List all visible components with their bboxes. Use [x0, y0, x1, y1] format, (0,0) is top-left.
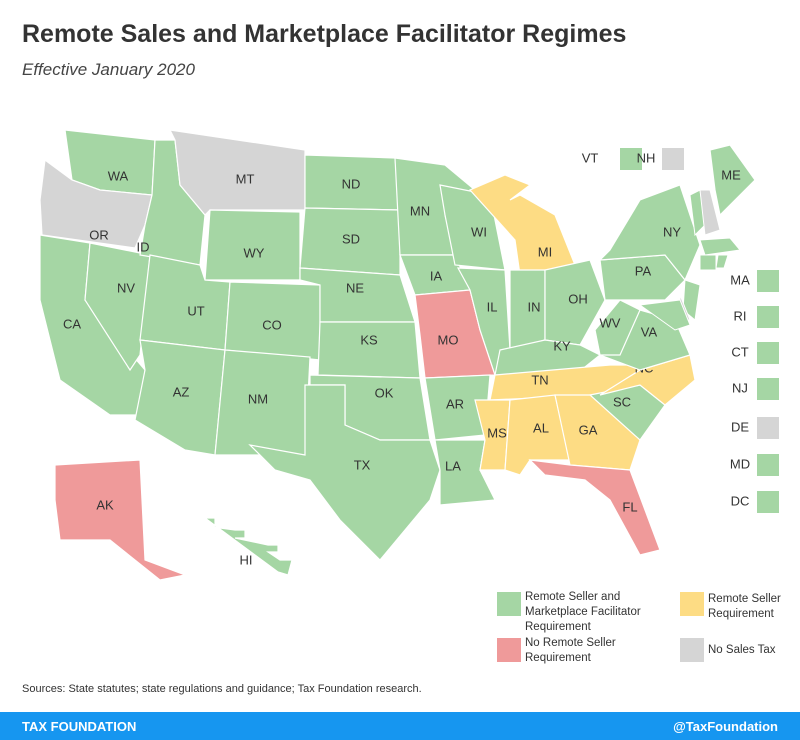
state	[544, 259, 606, 346]
state-label: WV	[600, 315, 621, 330]
state-label: AK	[96, 497, 114, 512]
state	[248, 384, 441, 561]
state-label: NY	[663, 224, 681, 239]
state-swatch	[757, 306, 779, 328]
state-label: MS	[487, 425, 507, 440]
state-swatch	[757, 342, 779, 364]
state-label: MI	[538, 244, 552, 259]
state-label: ME	[721, 167, 741, 182]
state-label: CO	[262, 317, 282, 332]
state-label: ID	[137, 239, 150, 254]
state-swatch	[757, 417, 779, 439]
state	[474, 399, 511, 471]
state	[528, 459, 661, 556]
state-label: HI	[240, 552, 253, 567]
state-label: OR	[89, 227, 109, 242]
state-label: WA	[108, 168, 129, 183]
legend-label: No Remote Seller Requirement	[525, 637, 616, 664]
state-swatch	[757, 491, 779, 513]
state-label: NE	[346, 280, 364, 295]
state-label: WI	[471, 224, 487, 239]
legend-label: Remote Seller and Marketplace Facilitato…	[525, 591, 641, 633]
state-label: ND	[342, 176, 361, 191]
state-label: MT	[236, 171, 255, 186]
state-label: IN	[528, 299, 541, 314]
legend-label: No Sales Tax	[708, 644, 776, 656]
state	[709, 144, 756, 217]
state-label: CT	[731, 344, 748, 359]
subtitle: Effective January 2020	[22, 60, 195, 79]
state	[598, 184, 701, 282]
state-label: AZ	[173, 384, 190, 399]
state	[715, 254, 729, 269]
legend-swatch	[497, 592, 521, 616]
state-label: DC	[731, 493, 750, 508]
legend-label: Remote Seller Requirement	[708, 593, 781, 620]
state-label: SC	[613, 394, 631, 409]
state-label: NJ	[732, 380, 748, 395]
footer-left: TAX FOUNDATION	[22, 719, 137, 734]
state-label: CA	[63, 316, 81, 331]
state-label: WY	[244, 245, 265, 260]
state-label: NH	[637, 150, 656, 165]
state-label: IA	[430, 268, 443, 283]
state-swatch	[757, 454, 779, 476]
state-label: FL	[622, 499, 637, 514]
state	[54, 459, 188, 581]
state	[699, 189, 721, 236]
legend-swatch	[680, 592, 704, 616]
legend-swatch	[680, 638, 704, 662]
state	[638, 299, 691, 331]
state-label: RI	[734, 308, 747, 323]
state-label: NV	[117, 280, 135, 295]
state-label: OH	[568, 291, 588, 306]
state-label: DE	[731, 419, 749, 434]
footer-right: @TaxFoundation	[673, 719, 778, 734]
footer-bar: TAX FOUNDATION @TaxFoundation	[0, 712, 800, 740]
state-label: SD	[342, 231, 360, 246]
state-label: MA	[730, 272, 750, 287]
state-label: VA	[641, 324, 658, 339]
state	[699, 254, 717, 271]
state-swatch	[757, 378, 779, 400]
state	[468, 174, 576, 276]
state	[699, 237, 741, 256]
state-label: MN	[410, 203, 430, 218]
state	[203, 517, 293, 576]
state	[317, 321, 421, 379]
state-label: TN	[531, 372, 548, 387]
state-label: OK	[375, 385, 394, 400]
state-label: NM	[248, 391, 268, 406]
state-label: PA	[635, 263, 652, 278]
source: Sources: State statutes; state regulatio…	[22, 683, 422, 695]
state-label: LA	[445, 458, 461, 473]
state-label: AR	[446, 396, 464, 411]
legend-swatch	[497, 638, 521, 662]
state-label: MD	[730, 456, 750, 471]
state-label: AL	[533, 420, 549, 435]
state-label: KS	[360, 332, 378, 347]
state-label: MO	[438, 332, 459, 347]
state-label: KY	[553, 338, 571, 353]
state	[594, 299, 641, 356]
state-label: VT	[582, 150, 599, 165]
state-label: TX	[354, 457, 371, 472]
title: Remote Sales and Marketplace Facilitator…	[22, 20, 627, 48]
state-label: UT	[187, 303, 204, 318]
state-swatch	[757, 270, 779, 292]
state	[682, 279, 701, 321]
state-label: IL	[487, 299, 498, 314]
state-swatch	[620, 148, 642, 170]
state-swatch	[662, 148, 684, 170]
state-label: GA	[579, 422, 598, 437]
